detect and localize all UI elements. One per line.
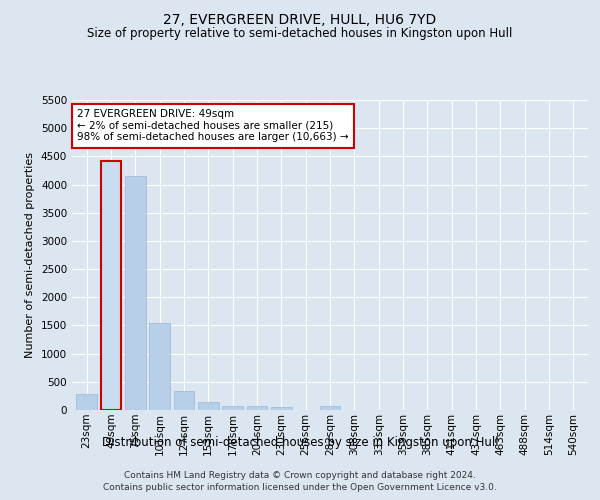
Y-axis label: Number of semi-detached properties: Number of semi-detached properties — [25, 152, 35, 358]
Bar — [101, 161, 121, 410]
Text: Contains public sector information licensed under the Open Government Licence v3: Contains public sector information licen… — [103, 484, 497, 492]
Bar — [198, 402, 218, 410]
Bar — [222, 406, 243, 410]
Text: Size of property relative to semi-detached houses in Kingston upon Hull: Size of property relative to semi-detach… — [88, 28, 512, 40]
Text: 27 EVERGREEN DRIVE: 49sqm
← 2% of semi-detached houses are smaller (215)
98% of : 27 EVERGREEN DRIVE: 49sqm ← 2% of semi-d… — [77, 110, 349, 142]
Text: 27, EVERGREEN DRIVE, HULL, HU6 7YD: 27, EVERGREEN DRIVE, HULL, HU6 7YD — [163, 12, 437, 26]
Bar — [247, 406, 268, 410]
Text: Contains HM Land Registry data © Crown copyright and database right 2024.: Contains HM Land Registry data © Crown c… — [124, 471, 476, 480]
Bar — [173, 391, 194, 410]
Text: Distribution of semi-detached houses by size in Kingston upon Hull: Distribution of semi-detached houses by … — [101, 436, 499, 449]
Bar — [320, 406, 340, 410]
Bar — [271, 406, 292, 410]
Bar — [125, 176, 146, 410]
Bar — [76, 394, 97, 410]
Bar — [149, 322, 170, 410]
